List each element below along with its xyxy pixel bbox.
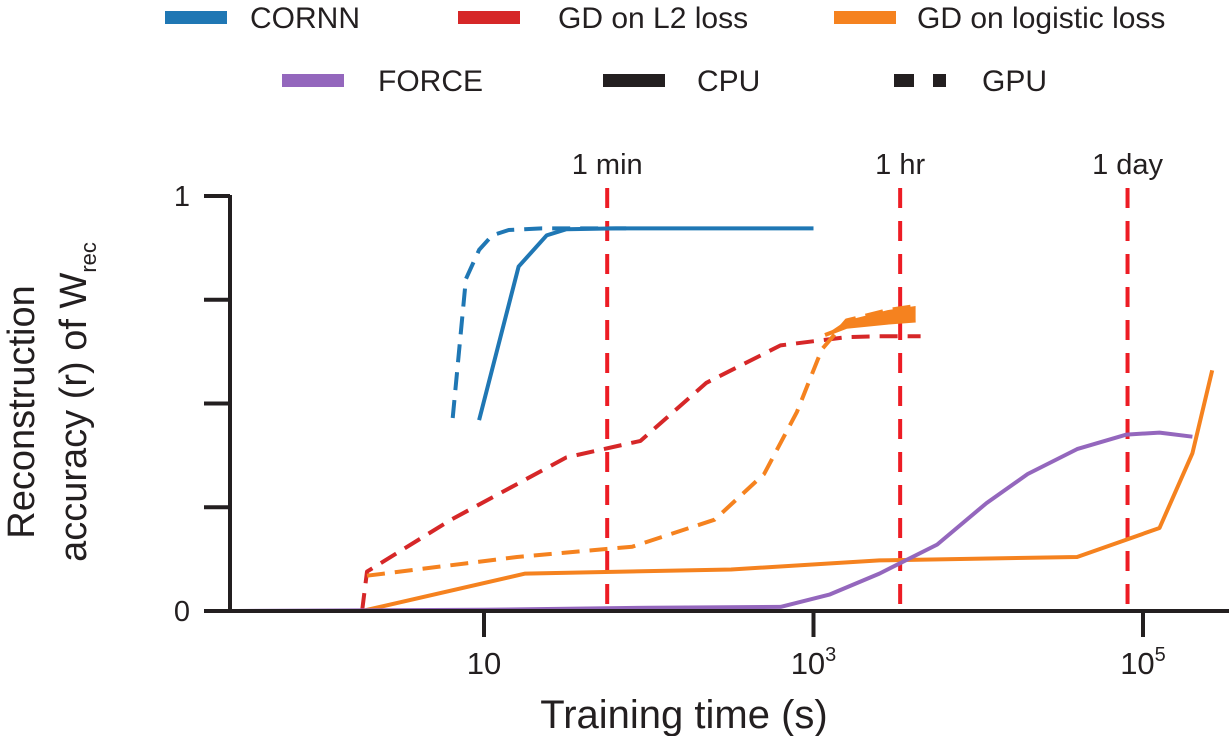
legend-label-force: FORCE	[378, 65, 483, 98]
vline-label: 1 day	[1092, 149, 1163, 181]
x-tick-base: 10	[467, 646, 501, 681]
y-axis-label-line1: Reconstruction	[1, 285, 43, 538]
series-force-cpu	[236, 430, 1193, 613]
series-gd-on-l2-loss-gpu	[360, 334, 921, 612]
x-tick-label: 103	[791, 644, 837, 681]
series-gd-on-logistic-loss-cpu	[361, 369, 1215, 613]
legend-item-cornn: CORNN	[165, 2, 360, 35]
series-gd-on-logistic-loss-gpu	[366, 304, 916, 578]
vline-label: 1 min	[572, 149, 643, 181]
legend-swatch-gd-on-logistic-loss	[834, 11, 896, 24]
legend-label-gd-on-logistic-loss: GD on logistic loss	[917, 2, 1165, 35]
series-group	[236, 226, 1215, 613]
logistic-gpu-oscillation-band	[825, 306, 916, 335]
legend-item-gd-on-logistic-loss: GD on logistic loss	[834, 2, 1165, 35]
legend-swatch-gpu-dash2	[933, 74, 946, 87]
vline-label: 1 hr	[875, 149, 925, 181]
y-tick-label: 0	[174, 596, 190, 628]
legend-swatch-gpu-dash1	[894, 74, 914, 87]
legend-swatch-gd-on-l2-loss	[458, 11, 520, 24]
y-axis-label-subscript: rec	[76, 242, 101, 273]
x-tick-exponent: 5	[1155, 644, 1166, 666]
legend-item-force: FORCE	[282, 65, 483, 98]
legend-label-gpu: GPU	[982, 65, 1047, 98]
series-cornn-cpu	[477, 226, 814, 421]
x-tick-exponent: 3	[825, 644, 836, 666]
x-tick-base: 10	[1120, 646, 1154, 681]
legend-swatch-cornn	[165, 11, 227, 24]
legend-swatch-force	[282, 74, 344, 87]
legend-swatch-cpu	[603, 74, 665, 87]
legend-item-gpu: GPU	[894, 65, 1047, 98]
legend: CORNN GD on L2 loss GD on logistic loss FOR…	[165, 2, 1165, 98]
y-axis-label-main: accuracy (r) of W	[53, 273, 95, 562]
legend-label-gd-on-l2-loss: GD on L2 loss	[558, 2, 748, 35]
x-axis-label: Training time (s)	[540, 693, 827, 736]
legend-item-gd-on-l2-loss: GD on L2 loss	[458, 2, 748, 35]
y-axis-label-line2: accuracy (r) of Wrec	[53, 242, 101, 562]
vertical-reference-lines: 1 min 1 hr 1 day	[572, 149, 1164, 609]
legend-label-cpu: CPU	[697, 65, 760, 98]
legend-item-cpu: CPU	[603, 65, 760, 98]
axes	[228, 195, 1229, 613]
x-tick-label: 10	[467, 646, 501, 681]
x-tick-base: 10	[791, 646, 825, 681]
y-tick-label: 1	[174, 181, 190, 213]
x-tick-label: 105	[1120, 644, 1166, 681]
legend-label-cornn: CORNN	[250, 2, 360, 35]
